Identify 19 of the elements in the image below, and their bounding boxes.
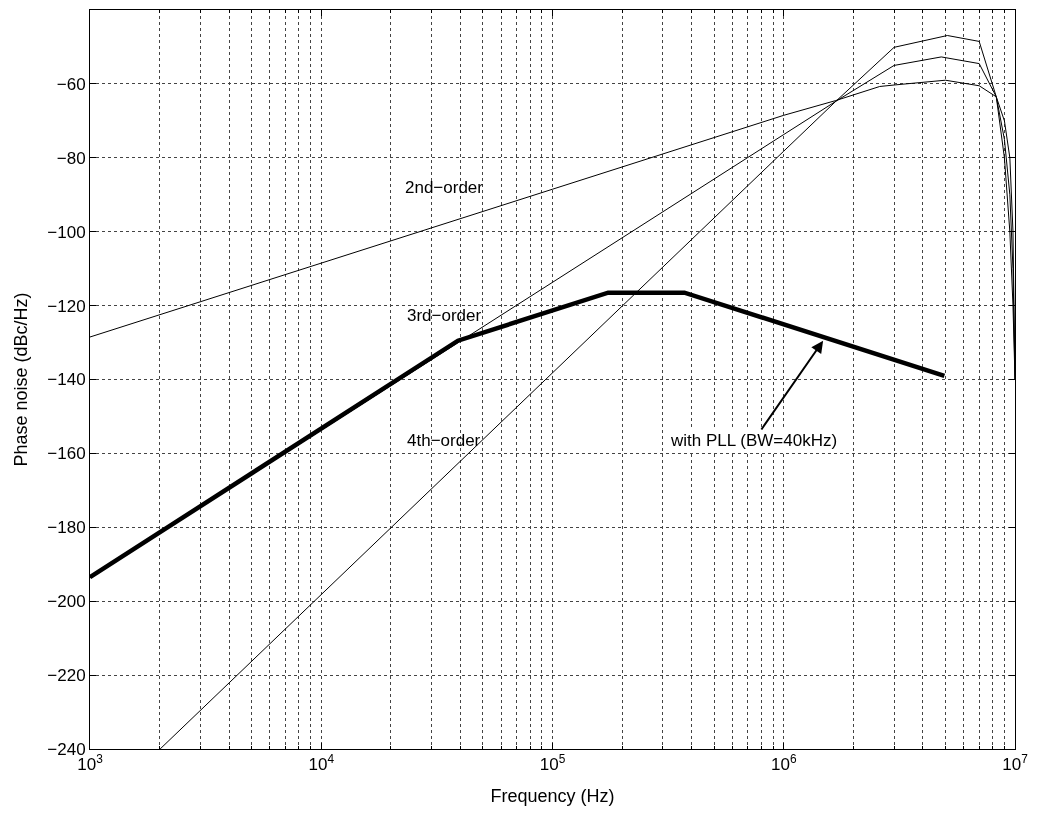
series-label: 2nd−order — [405, 178, 484, 197]
y-tick-label: −200 — [47, 592, 86, 612]
y-tick-label: −80 — [56, 148, 86, 168]
series-label: 4th−order — [407, 431, 481, 450]
x-tick-label: 10$^{5}$ — [539, 752, 566, 775]
x-tick-label: 10$^{4}$ — [308, 752, 335, 775]
x-tick-label: 10$^{6}$ — [770, 752, 797, 775]
y-axis-title: Phase noise (dBc/Hz) — [10, 292, 31, 467]
x-tick-label: 10$^{7}$ — [1002, 752, 1029, 775]
annotation: with PLL (BW=40kHz) — [670, 431, 838, 450]
y-tick-label: −180 — [47, 518, 86, 538]
x-axis-title: Frequency (Hz) — [490, 785, 615, 806]
y-tick-label: −60 — [56, 74, 86, 94]
y-tick-label: −220 — [47, 666, 86, 686]
y-tick-label: −160 — [47, 444, 86, 464]
y-tick-label: −140 — [47, 370, 86, 390]
y-tick-label: −120 — [47, 296, 86, 316]
series-label: 3rd−order — [407, 306, 482, 325]
y-tick-label: −100 — [47, 222, 86, 242]
